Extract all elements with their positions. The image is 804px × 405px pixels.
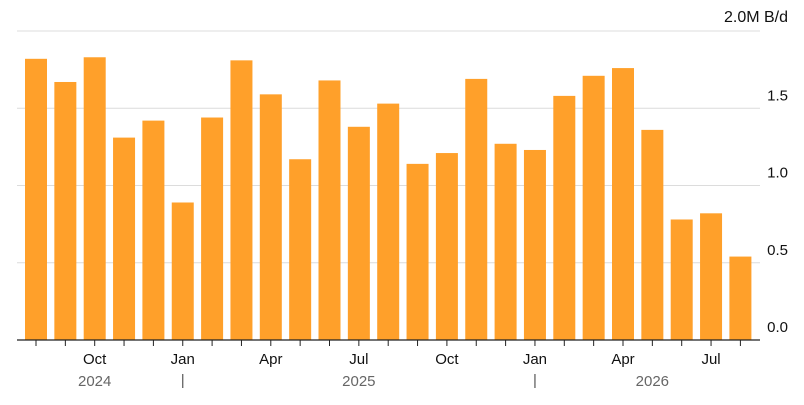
x-tick-label: Jan: [523, 351, 547, 368]
bar: [435, 153, 458, 340]
bar: [230, 60, 253, 340]
y-tick-label: 1.0: [767, 165, 788, 182]
bar: [83, 57, 106, 340]
bar: [54, 81, 77, 341]
bar: [259, 94, 282, 340]
bar: [465, 78, 488, 341]
bar: [142, 120, 165, 340]
bar: [641, 129, 664, 340]
bar: [553, 95, 576, 340]
x-tick-label: Jan: [171, 351, 195, 368]
x-tick-label: Apr: [611, 351, 634, 368]
y-unit-label: 2.0M B/d: [724, 9, 788, 26]
bar: [377, 103, 400, 341]
bars: [25, 57, 752, 341]
x-tick-label: Oct: [435, 351, 459, 368]
bar: [729, 256, 752, 340]
bar: [201, 117, 224, 341]
bar: [700, 213, 723, 340]
x-tick-label: Oct: [83, 351, 107, 368]
bar: [494, 143, 517, 340]
bar: [582, 75, 605, 341]
year-label: 2025: [342, 373, 375, 390]
bar: [318, 80, 341, 340]
y-tick-label: 0.5: [767, 242, 788, 259]
x-tick-label: Apr: [259, 351, 282, 368]
year-label: 2024: [78, 373, 111, 390]
bar: [171, 202, 194, 340]
bar: [406, 163, 429, 340]
year-label: 2026: [636, 373, 669, 390]
bar: [113, 137, 136, 340]
bar: [289, 159, 312, 340]
bar: [347, 126, 370, 340]
y-tick-label: 0.0: [767, 319, 788, 336]
bar: [612, 68, 634, 340]
bar: [670, 219, 693, 340]
x-tick-label: Jul: [701, 351, 720, 368]
bar: [25, 58, 47, 341]
bar: [523, 149, 546, 340]
y-tick-label: 1.5: [767, 87, 788, 104]
axis-labels: 0.5 1.0 1.5 0.0 Oct Jan Apr Jul Oct Jan Apr Jul 2024…: [78, 87, 788, 390]
x-axis: [17, 339, 760, 388]
x-tick-label: Jul: [349, 351, 368, 368]
